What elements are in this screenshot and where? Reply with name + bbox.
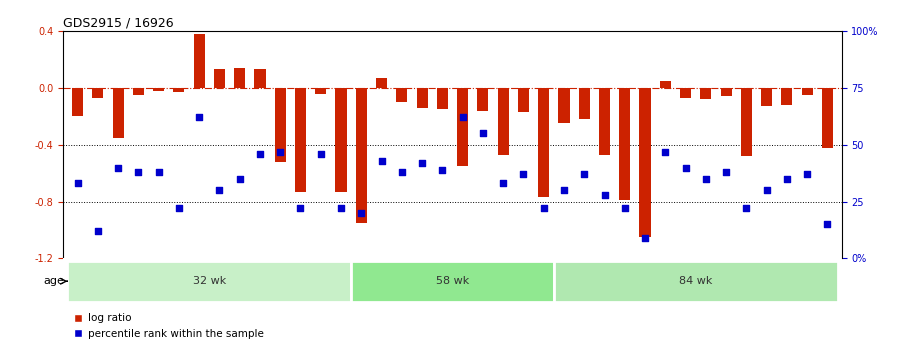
FancyBboxPatch shape	[554, 261, 838, 302]
Point	[354, 210, 368, 216]
Point	[90, 228, 105, 234]
Point	[151, 169, 166, 175]
Bar	[761, 88, 772, 106]
Point	[110, 165, 125, 170]
Point	[739, 206, 754, 211]
Bar	[274, 88, 286, 162]
Bar	[700, 88, 711, 99]
Bar	[234, 68, 245, 88]
Point	[617, 206, 632, 211]
Point	[476, 131, 491, 136]
Bar	[396, 88, 407, 102]
Bar	[72, 88, 83, 116]
Point	[252, 151, 267, 157]
Point	[780, 176, 795, 182]
Bar	[153, 88, 164, 91]
Point	[800, 171, 814, 177]
Bar	[376, 78, 387, 88]
Point	[172, 206, 186, 211]
Bar	[356, 88, 367, 223]
Bar	[457, 88, 468, 166]
Text: GDS2915 / 16926: GDS2915 / 16926	[63, 17, 174, 30]
Bar	[802, 88, 813, 95]
Bar	[92, 88, 103, 98]
Bar	[781, 88, 793, 105]
Bar	[538, 88, 549, 197]
Bar	[599, 88, 610, 155]
FancyBboxPatch shape	[67, 261, 351, 302]
Point	[375, 158, 389, 164]
Bar	[822, 88, 833, 148]
Point	[71, 181, 85, 186]
Bar	[741, 88, 752, 156]
Text: 32 wk: 32 wk	[193, 276, 226, 286]
Bar	[477, 88, 489, 111]
Text: 58 wk: 58 wk	[436, 276, 469, 286]
Point	[719, 169, 733, 175]
Point	[759, 187, 774, 193]
Point	[273, 149, 288, 154]
Point	[414, 160, 429, 166]
Point	[233, 176, 247, 182]
Bar	[640, 88, 651, 237]
Point	[496, 181, 510, 186]
Bar	[315, 88, 327, 93]
Point	[679, 165, 693, 170]
Point	[597, 192, 612, 198]
Bar	[660, 81, 671, 88]
Point	[699, 176, 713, 182]
Point	[516, 171, 530, 177]
Point	[395, 169, 409, 175]
Bar	[112, 88, 124, 138]
Point	[658, 149, 672, 154]
Point	[334, 206, 348, 211]
Point	[577, 171, 592, 177]
Bar	[133, 88, 144, 95]
Bar	[578, 88, 590, 119]
Bar	[720, 88, 732, 97]
Bar	[254, 69, 265, 88]
Point	[638, 235, 653, 241]
Point	[192, 115, 206, 120]
Point	[537, 206, 551, 211]
Text: age: age	[43, 276, 63, 286]
Bar	[619, 88, 631, 200]
Bar	[295, 88, 306, 192]
Point	[557, 187, 571, 193]
Point	[293, 206, 308, 211]
Bar	[558, 88, 569, 124]
Bar	[173, 88, 185, 92]
Text: 84 wk: 84 wk	[679, 276, 712, 286]
Bar	[336, 88, 347, 192]
Point	[313, 151, 328, 157]
Bar	[437, 88, 448, 109]
Bar	[680, 88, 691, 98]
Bar	[518, 88, 529, 112]
Bar	[214, 69, 225, 88]
Bar	[498, 88, 509, 155]
Point	[455, 115, 470, 120]
Point	[131, 169, 146, 175]
FancyBboxPatch shape	[351, 261, 554, 302]
Bar	[194, 34, 205, 88]
Bar	[416, 88, 428, 108]
Point	[820, 221, 834, 227]
Point	[435, 167, 450, 172]
Point	[212, 187, 226, 193]
Legend: log ratio, percentile rank within the sample: log ratio, percentile rank within the sa…	[69, 309, 269, 343]
